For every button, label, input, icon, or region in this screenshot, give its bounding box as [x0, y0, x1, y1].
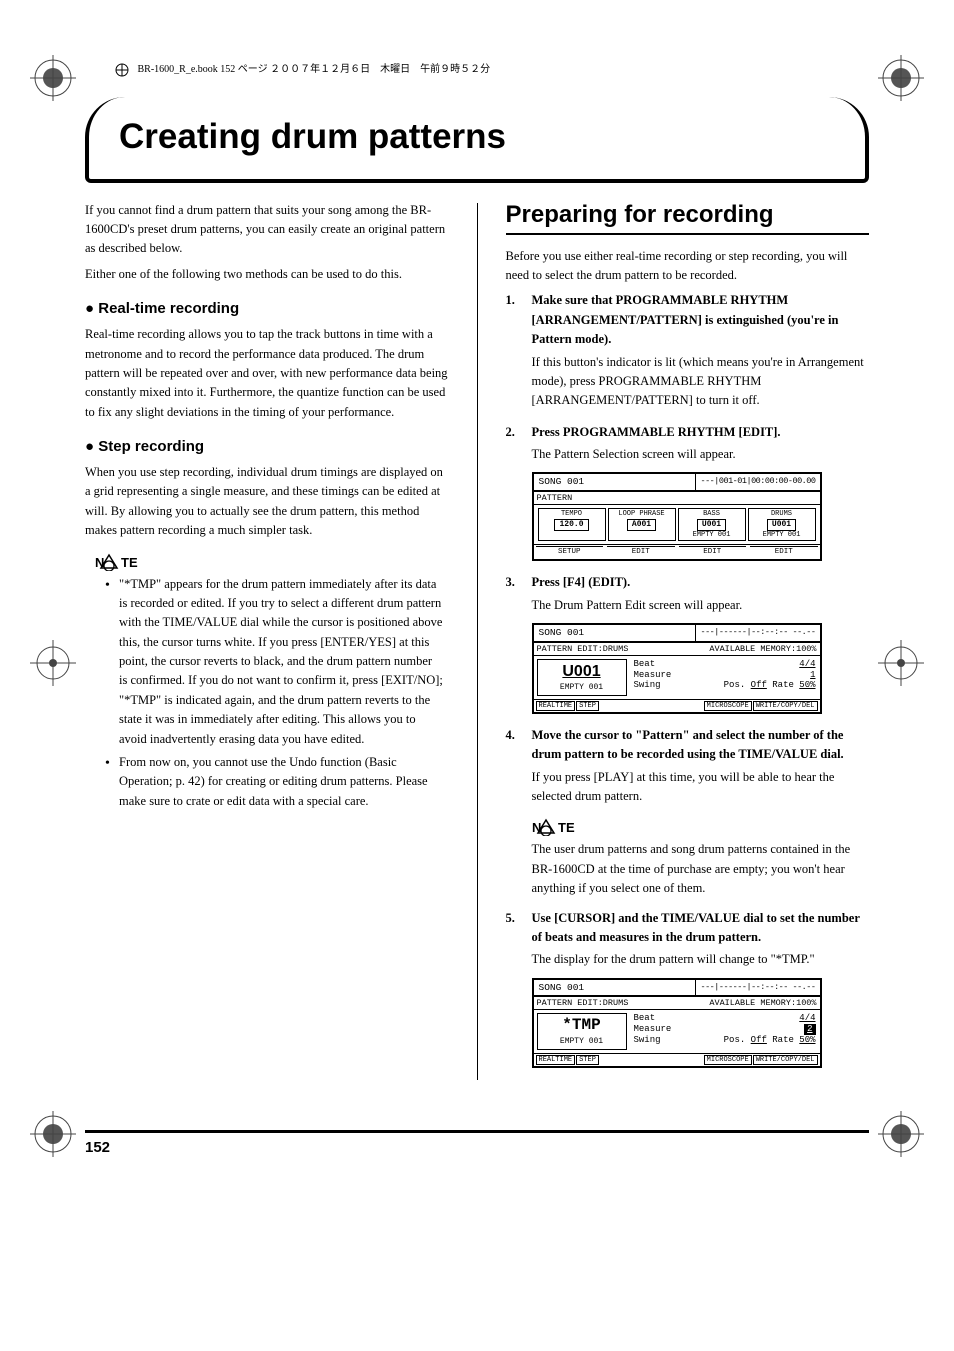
lcd2-subr: AVAILABLE MEMORY:100% — [709, 644, 816, 654]
realtime-heading: Real-time recording — [85, 300, 449, 317]
lcd2-f2: STEP — [576, 701, 599, 711]
lcd1-f3: EDIT — [679, 546, 747, 558]
step-5-body: The display for the drum pattern will ch… — [532, 950, 870, 969]
crop-mark-tl — [30, 55, 76, 101]
step-2-head: Press PROGRAMMABLE RHYTHM [EDIT]. — [532, 423, 870, 442]
preparing-intro: Before you use either real-time recordin… — [506, 247, 870, 286]
crop-mark-br — [878, 1111, 924, 1157]
crop-mark-ml — [30, 640, 76, 686]
lcd2-song: SONG 001 — [534, 625, 696, 640]
svg-text:TE: TE — [558, 820, 575, 835]
step-4: Move the cursor to "Pattern" and select … — [506, 726, 870, 807]
step-5: Use [CURSOR] and the TIME/VALUE dial to … — [506, 909, 870, 1069]
lcd1-sub: PATTERN — [537, 493, 573, 503]
step-1-head: Make sure that PROGRAMMABLE RHYTHM [ARRA… — [532, 291, 870, 349]
steps-list: Make sure that PROGRAMMABLE RHYTHM [ARRA… — [506, 291, 870, 806]
lcd1-f2: EDIT — [607, 546, 675, 558]
page-title: Creating drum patterns — [119, 117, 835, 157]
left-column: If you cannot find a drum pattern that s… — [85, 201, 449, 1081]
page-footer: 152 — [85, 1130, 869, 1157]
step-1: Make sure that PROGRAMMABLE RHYTHM [ARRA… — [506, 291, 870, 410]
lcd3-f4: WRITE/COPY/DEL — [753, 1055, 818, 1065]
lcd3-song: SONG 001 — [534, 980, 696, 995]
lcd2-f1: REALTIME — [536, 701, 576, 711]
title-box: Creating drum patterns — [85, 97, 869, 183]
step-3: Press [F4] (EDIT). The Drum Pattern Edit… — [506, 573, 870, 714]
step-heading: Step recording — [85, 438, 449, 455]
page-number: 152 — [85, 1139, 110, 1156]
realtime-body: Real-time recording allows you to tap th… — [85, 325, 449, 422]
crop-mark-bl — [30, 1111, 76, 1157]
content-columns: If you cannot find a drum pattern that s… — [85, 201, 869, 1081]
book-header-text: BR-1600_R_e.book 152 ページ ２００７年１２月６日 木曜日 … — [138, 64, 491, 75]
lcd1-time: ---|001-01|00:00:00-00.00 — [695, 474, 819, 489]
step-body: When you use step recording, individual … — [85, 463, 449, 541]
page-root: BR-1600_R_e.book 152 ページ ２００７年１２月６日 木曜日 … — [0, 0, 954, 1197]
lcd1-cell-bass: BASSU001EMPTY 001 — [678, 508, 746, 541]
lcd-pattern-selection: SONG 001 ---|001-01|00:00:00-00.00 PATTE… — [532, 472, 822, 561]
step-1-body: If this button's indicator is lit (which… — [532, 353, 870, 411]
lcd2-params: Beat4/4 Measure1 SwingPos. Off Rate 50% — [630, 656, 820, 699]
lcd-tmp: SONG 001 ---|------|--:--:-- --.-- PATTE… — [532, 978, 822, 1069]
lcd2-time: ---|------|--:--:-- --.-- — [695, 625, 819, 640]
step-2: Press PROGRAMMABLE RHYTHM [EDIT]. The Pa… — [506, 423, 870, 562]
note-right-text: The user drum patterns and song drum pat… — [532, 840, 870, 898]
step-2-body: The Pattern Selection screen will appear… — [532, 445, 870, 464]
lcd1-cell-tempo: TEMPO120.0 — [538, 508, 606, 541]
lcd3-small: EMPTY 001 — [543, 1037, 621, 1047]
lcd3-f1: REALTIME — [536, 1055, 576, 1065]
right-column: Preparing for recording Before you use e… — [506, 201, 870, 1081]
step-4-head: Move the cursor to "Pattern" and select … — [532, 726, 870, 765]
crop-mark-mr — [878, 640, 924, 686]
book-header: BR-1600_R_e.book 152 ページ ２００７年１２月６日 木曜日 … — [115, 60, 869, 77]
crop-mark-tr — [878, 55, 924, 101]
lcd2-pattern-box: U001 EMPTY 001 — [537, 659, 627, 696]
step-3-body: The Drum Pattern Edit screen will appear… — [532, 596, 870, 615]
lcd3-pattern-box: *TMP EMPTY 001 — [537, 1013, 627, 1050]
lcd3-f3: MICROSCOPE — [704, 1055, 752, 1065]
preparing-heading: Preparing for recording — [506, 201, 870, 235]
lcd1-cell-drums: DRUMSU001EMPTY 001 — [748, 508, 816, 541]
note-icon-right: NTE — [532, 818, 870, 836]
lcd3-big: *TMP — [543, 1016, 621, 1035]
lcd3-params: Beat4/4 Measure2 SwingPos. Off Rate 50% — [630, 1010, 820, 1053]
step-4-body: If you press [PLAY] at this time, you wi… — [532, 768, 870, 807]
svg-text:TE: TE — [121, 555, 138, 570]
note-list: "*TMP" appears for the drum pattern imme… — [105, 575, 444, 812]
lcd2-f3: MICROSCOPE — [704, 701, 752, 711]
note-icon: NTE — [95, 553, 449, 571]
lcd3-subl: PATTERN EDIT:DRUMS — [537, 998, 629, 1008]
note-item-2: From now on, you cannot use the Undo fun… — [105, 753, 444, 811]
lcd3-subr: AVAILABLE MEMORY:100% — [709, 998, 816, 1008]
lcd3-f2: STEP — [576, 1055, 599, 1065]
lcd-pattern-edit: SONG 001 ---|------|--:--:-- --.-- PATTE… — [532, 623, 822, 714]
intro-2: Either one of the following two methods … — [85, 265, 449, 284]
lcd2-subl: PATTERN EDIT:DRUMS — [537, 644, 629, 654]
note-item-1: "*TMP" appears for the drum pattern imme… — [105, 575, 444, 749]
lcd1-song: SONG 001 — [534, 474, 696, 489]
lcd1-cell-loop: LOOP PHRASEA001 — [608, 508, 676, 541]
lcd1-f4: EDIT — [750, 546, 818, 558]
lcd1-f1: SETUP — [536, 546, 604, 558]
lcd2-big: U001 — [543, 662, 621, 681]
lcd2-f4: WRITE/COPY/DEL — [753, 701, 818, 711]
step-5-head: Use [CURSOR] and the TIME/VALUE dial to … — [532, 909, 870, 948]
step-3-head: Press [F4] (EDIT). — [532, 573, 870, 592]
steps-list-2: Use [CURSOR] and the TIME/VALUE dial to … — [506, 909, 870, 1069]
lcd2-small: EMPTY 001 — [543, 683, 621, 693]
lcd3-time: ---|------|--:--:-- --.-- — [695, 980, 819, 995]
column-divider — [477, 203, 478, 1081]
intro-1: If you cannot find a drum pattern that s… — [85, 201, 449, 259]
